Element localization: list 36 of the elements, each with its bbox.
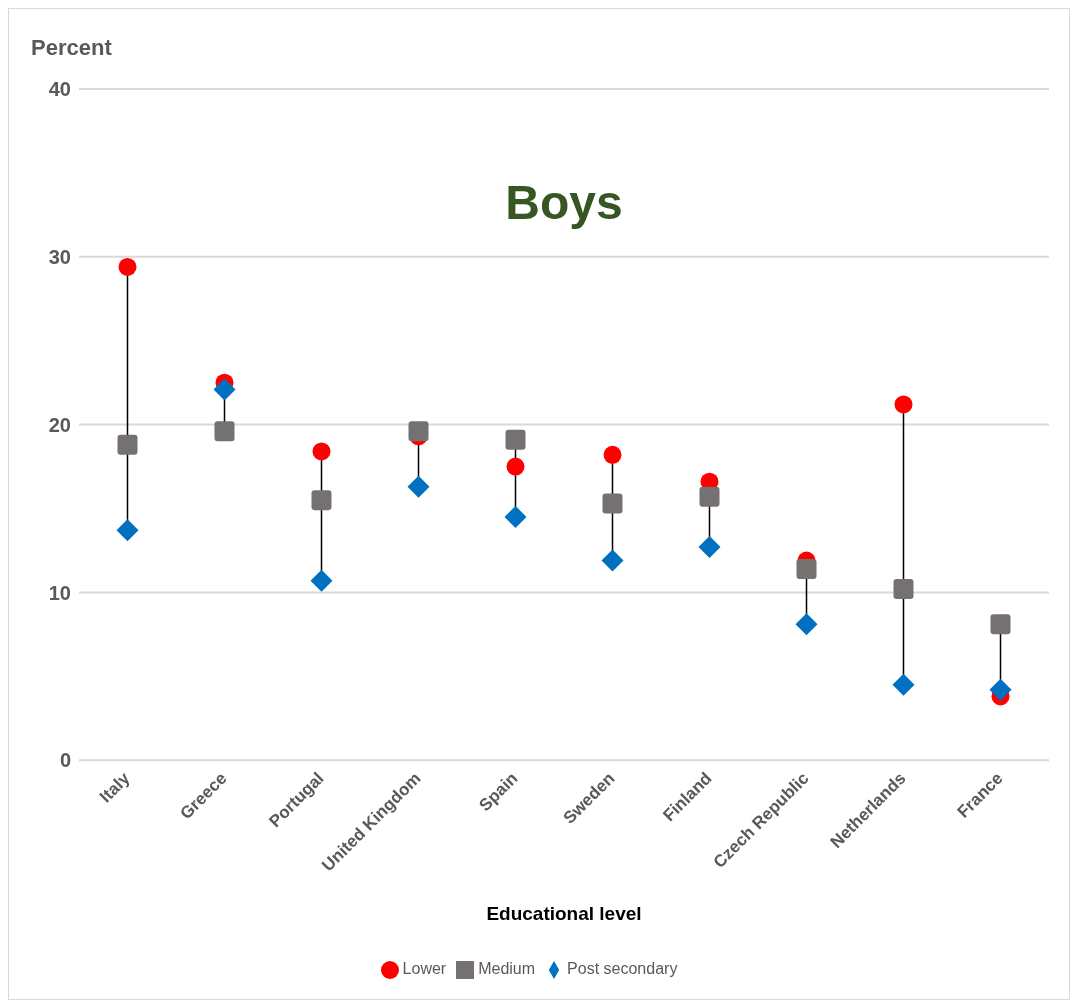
point: [117, 434, 138, 455]
legend-label: Post secondary: [567, 960, 678, 978]
legend-label: Lower: [402, 960, 447, 978]
point: [603, 445, 622, 464]
y-tick-label: 40: [48, 78, 71, 101]
y-tick-label: 10: [48, 581, 71, 604]
point: [310, 569, 333, 592]
point: [989, 678, 1012, 701]
point: [116, 519, 139, 542]
point: [312, 442, 331, 461]
x-axis-title: Educational level: [486, 903, 642, 925]
point: [699, 486, 720, 507]
y-tick-label: 30: [48, 245, 71, 268]
point: [408, 421, 429, 442]
point: [893, 579, 914, 600]
point: [504, 505, 527, 528]
point: [698, 536, 721, 559]
point: [601, 549, 624, 572]
point: [795, 613, 818, 636]
point: [407, 475, 430, 498]
point: [602, 493, 623, 514]
point: [796, 558, 817, 579]
text: Boys: [505, 176, 623, 229]
point: [505, 429, 526, 450]
point: [118, 257, 137, 276]
point: [506, 457, 525, 476]
y-axis-title: Percent: [31, 35, 112, 61]
legend-label: Medium: [478, 960, 536, 978]
y-tick-label: 0: [59, 749, 71, 772]
y-tick-label: 20: [48, 413, 71, 436]
point: [213, 378, 236, 401]
point: [892, 673, 915, 696]
point: [990, 614, 1011, 635]
point: [894, 395, 913, 414]
point: [214, 421, 235, 442]
point: [311, 490, 332, 511]
